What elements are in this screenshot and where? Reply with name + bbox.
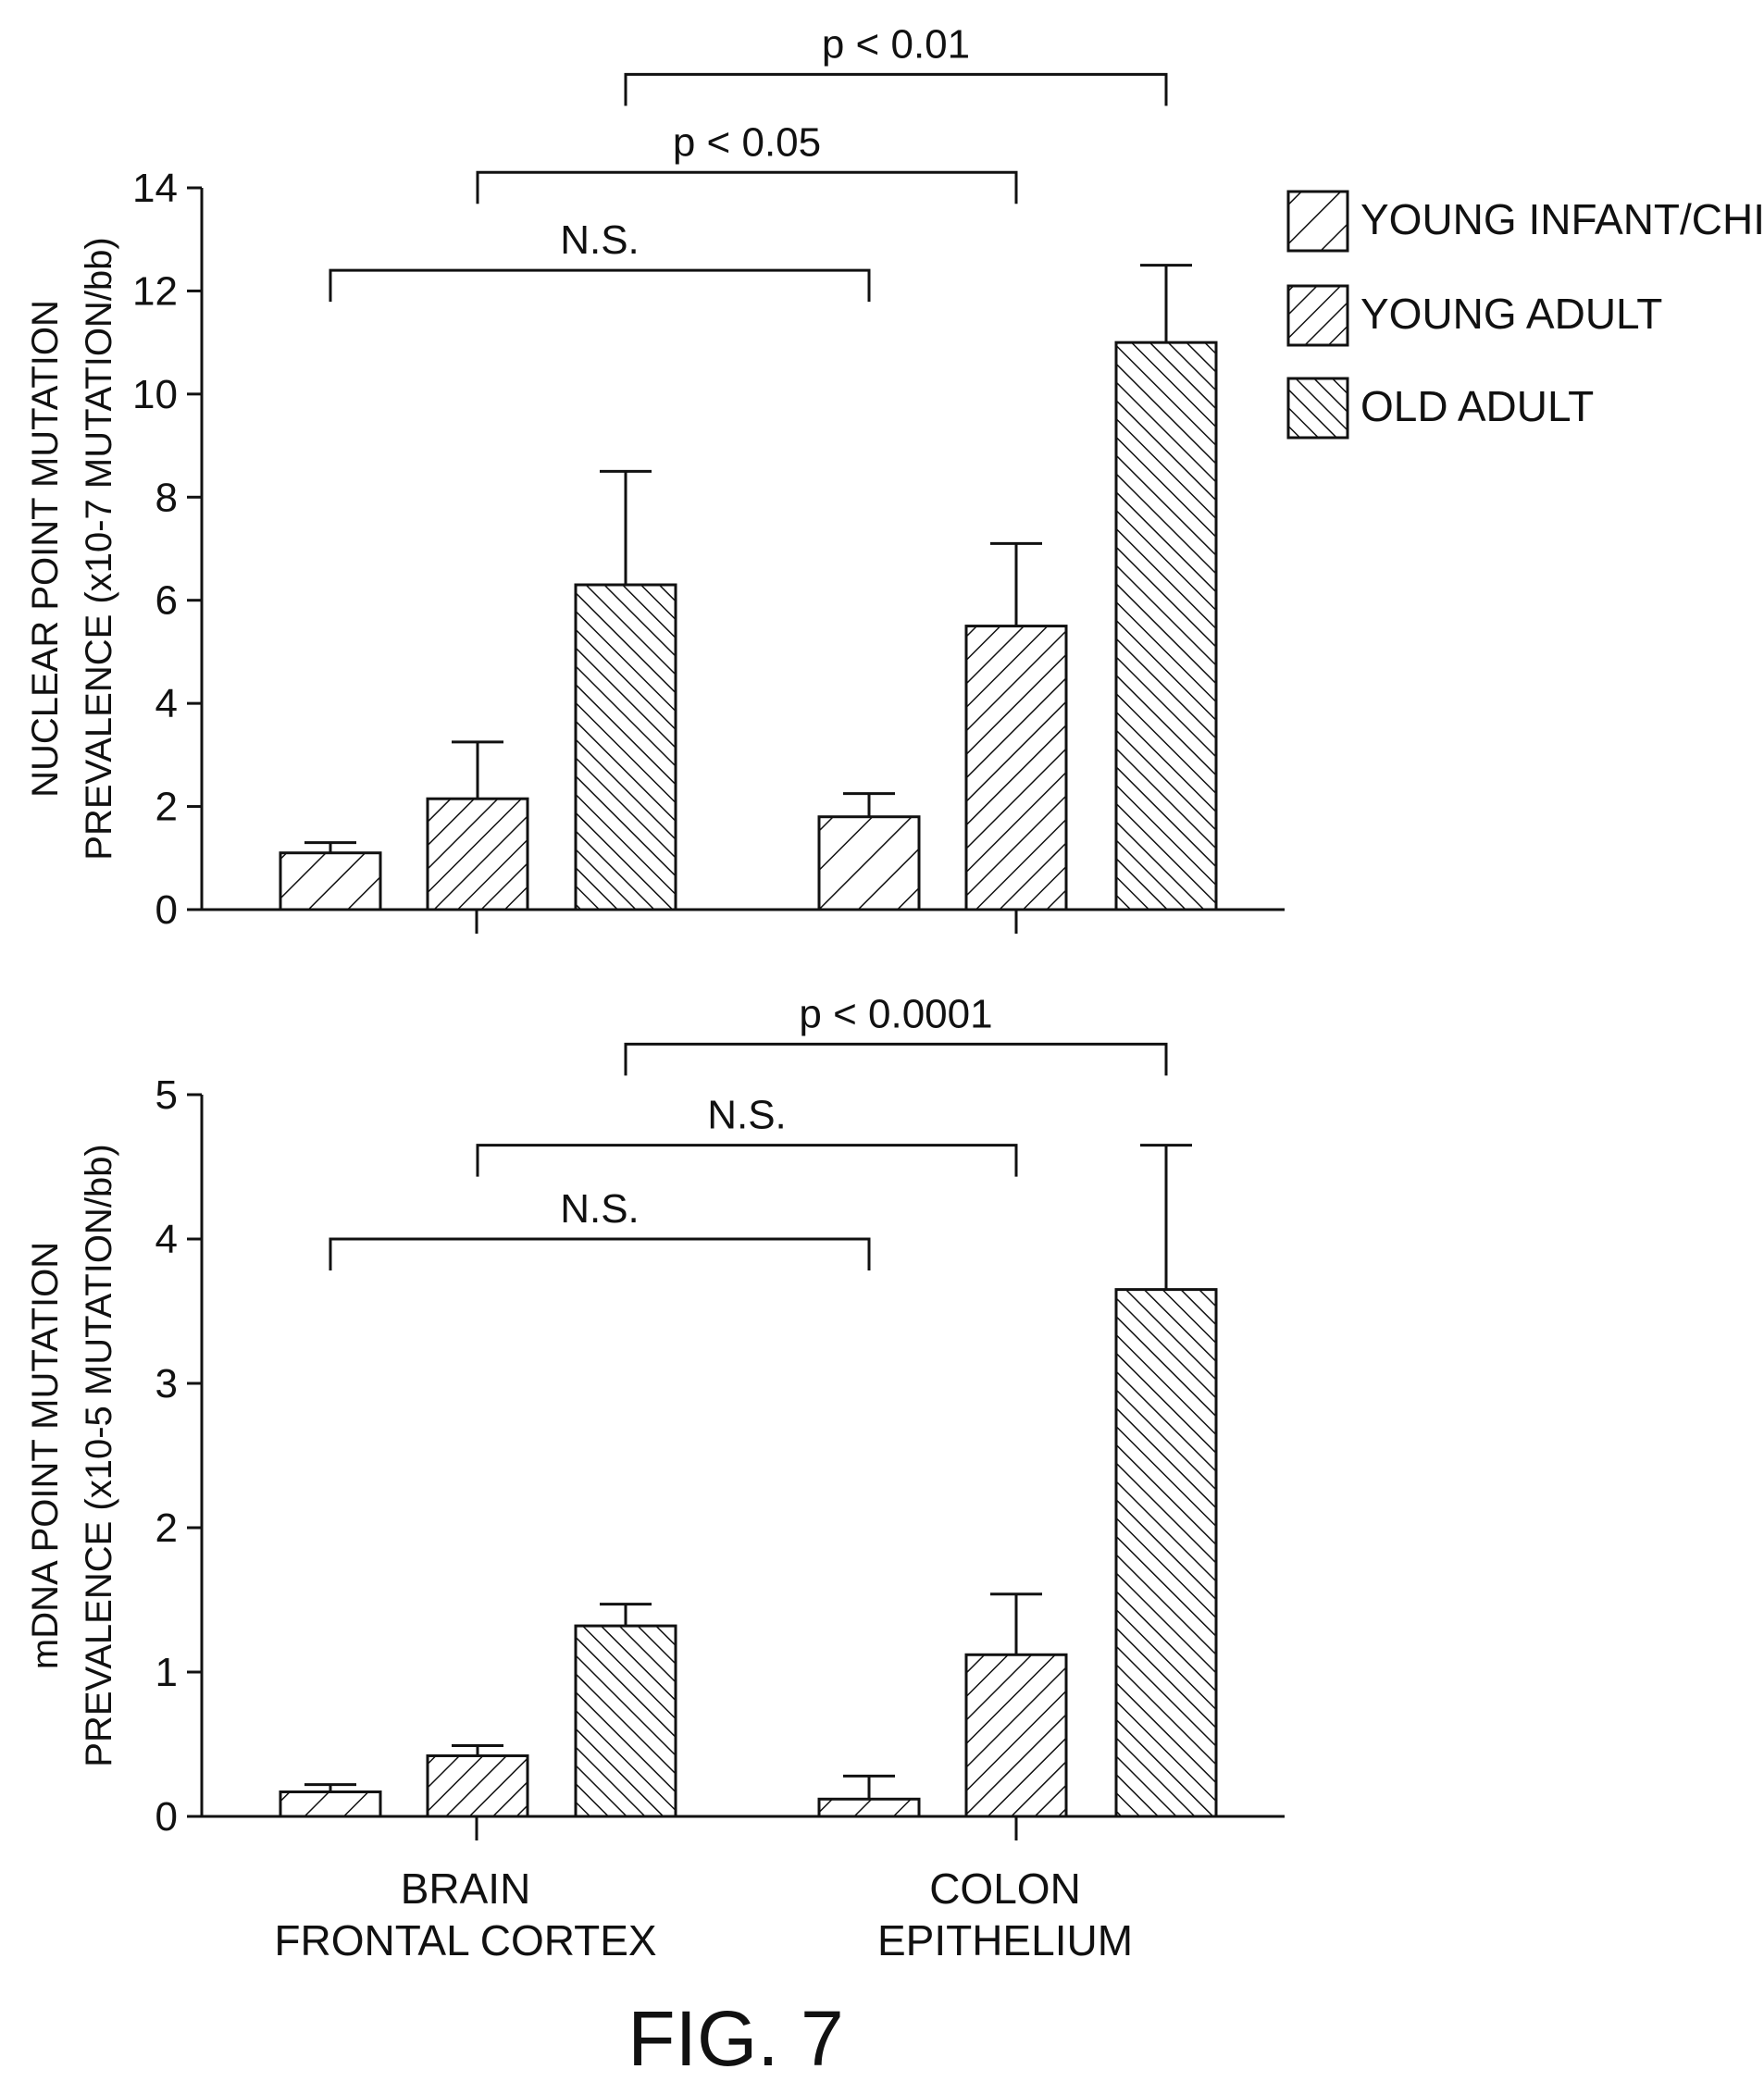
bar-old-adult [1114, 1288, 1218, 1818]
legend-label-young-adult: YOUNG ADULT [1360, 290, 1662, 338]
y-axis-title-line: PREVALENCE (x10-5 MUTATION/bb) [79, 1144, 119, 1766]
significance-bracket [624, 72, 1168, 106]
legend-label-old-adult: OLD ADULT [1360, 382, 1594, 430]
x-category-label: EPITHELIUM [877, 1916, 1133, 1964]
bar-young-adult [426, 1753, 529, 1818]
significance-bracket [329, 268, 871, 303]
x-category-label: COLON [929, 1865, 1081, 1913]
y-axis-title-line: PREVALENCE (x10-7 MUTATION/bb) [79, 237, 119, 860]
legend-item-young-adult: YOUNG ADULT [1286, 284, 1662, 347]
y-tick-label: 0 [155, 1794, 178, 1840]
significance-bracket [476, 1144, 1018, 1177]
significance-label: p < 0.05 [673, 119, 821, 165]
y-tick-label: 4 [155, 681, 178, 726]
y-tick-label: 4 [155, 1217, 178, 1262]
x-category-label: BRAIN [401, 1865, 531, 1913]
legend-item-young-infant-child: YOUNG INFANT/CHILD [1286, 190, 1764, 253]
legend-label-young-infant-child: YOUNG INFANT/CHILD [1360, 195, 1764, 243]
bar-young-infant-child [817, 815, 921, 911]
significance-bracket [329, 1237, 871, 1270]
bar-young-infant-child [279, 1790, 382, 1818]
bar-young-adult [426, 797, 529, 911]
bar-young-adult [964, 625, 1068, 911]
legend-swatch-young-adult [1286, 284, 1349, 347]
legend-item-old-adult: OLD ADULT [1286, 377, 1594, 440]
legend-swatch-young-infant-child [1286, 190, 1349, 253]
figure-caption: FIG. 7 [627, 1995, 843, 2082]
significance-label: p < 0.0001 [799, 991, 992, 1036]
chart-nuclear-mutation: 0 2 4 6 8 10 12 14 NUCLEAR POINT MUTATION PREVALE… [25, 21, 1285, 934]
y-tick-label: 2 [155, 785, 178, 830]
y-tick-label: 5 [155, 1072, 178, 1118]
y-tick-label: 12 [132, 268, 178, 314]
y-tick-label: 0 [155, 887, 178, 933]
significance-label: N.S. [560, 217, 640, 263]
bar-young-adult [964, 1653, 1068, 1818]
x-category-label: FRONTAL CORTEX [274, 1916, 656, 1964]
significance-label: p < 0.01 [822, 21, 970, 67]
chart-mdna-mutation: 0 1 2 3 4 5 mDNA POINT MUTATION PREVALENCE (x10… [25, 991, 1285, 1964]
bar-old-adult [574, 583, 677, 911]
y-axis-title-line: mDNA POINT MUTATION [25, 1242, 66, 1669]
significance-label: N.S. [707, 1093, 787, 1138]
significance-label: N.S. [560, 1186, 640, 1232]
significance-bracket [624, 1042, 1168, 1076]
legend-swatch-old-adult [1286, 377, 1349, 440]
y-tick-label: 14 [132, 166, 178, 211]
y-tick-label: 1 [155, 1650, 178, 1695]
bar-young-infant-child [817, 1797, 921, 1818]
y-tick-label: 8 [155, 475, 178, 520]
y-tick-label: 10 [132, 372, 178, 417]
bar-old-adult [1114, 341, 1218, 911]
y-axis-title-line: NUCLEAR POINT MUTATION [25, 300, 66, 798]
bar-young-infant-child [279, 851, 382, 911]
significance-bracket [476, 170, 1018, 204]
y-tick-label: 2 [155, 1505, 178, 1551]
legend: YOUNG INFANT/CHILD YOUNG ADULT OLD ADULT [1286, 190, 1764, 440]
bar-old-adult [574, 1624, 677, 1818]
y-tick-label: 6 [155, 578, 178, 624]
y-tick-label: 3 [155, 1361, 178, 1406]
